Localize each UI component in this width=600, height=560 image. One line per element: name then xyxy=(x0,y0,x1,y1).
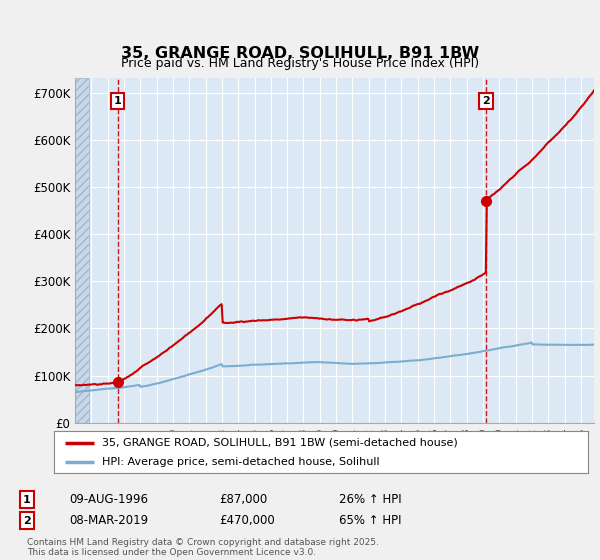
Text: £470,000: £470,000 xyxy=(219,514,275,528)
Text: 2: 2 xyxy=(482,96,490,106)
Text: 65% ↑ HPI: 65% ↑ HPI xyxy=(339,514,401,528)
Text: 26% ↑ HPI: 26% ↑ HPI xyxy=(339,493,401,506)
Text: 09-AUG-1996: 09-AUG-1996 xyxy=(69,493,148,506)
Text: 08-MAR-2019: 08-MAR-2019 xyxy=(69,514,148,528)
Text: 2: 2 xyxy=(23,516,31,526)
Text: HPI: Average price, semi-detached house, Solihull: HPI: Average price, semi-detached house,… xyxy=(102,457,380,467)
Text: £87,000: £87,000 xyxy=(219,493,267,506)
Text: 35, GRANGE ROAD, SOLIHULL, B91 1BW (semi-detached house): 35, GRANGE ROAD, SOLIHULL, B91 1BW (semi… xyxy=(102,437,458,447)
Text: Price paid vs. HM Land Registry's House Price Index (HPI): Price paid vs. HM Land Registry's House … xyxy=(121,57,479,70)
Text: 35, GRANGE ROAD, SOLIHULL, B91 1BW: 35, GRANGE ROAD, SOLIHULL, B91 1BW xyxy=(121,46,479,60)
Text: 1: 1 xyxy=(114,96,121,106)
Text: Contains HM Land Registry data © Crown copyright and database right 2025.
This d: Contains HM Land Registry data © Crown c… xyxy=(27,538,379,557)
Text: 1: 1 xyxy=(23,494,31,505)
